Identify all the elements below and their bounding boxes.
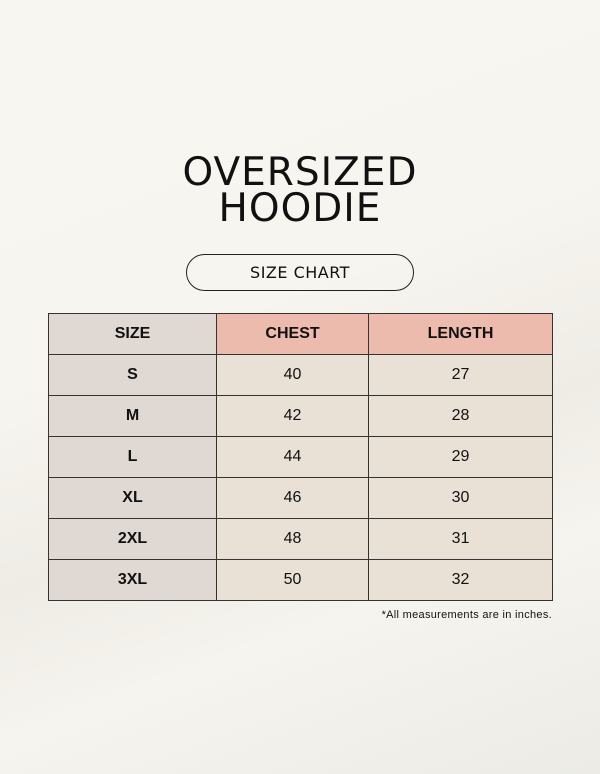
cell-chest: 40	[215, 354, 370, 396]
table-row: XL 46 30	[48, 477, 553, 519]
title-line-1: OVERSIZED	[182, 150, 418, 195]
cell-size: 2XL	[48, 518, 217, 560]
size-chart-label: SIZE CHART	[186, 254, 414, 291]
cell-size: XL	[48, 477, 217, 519]
cell-length: 29	[368, 436, 553, 478]
size-chart-table: SIZE CHEST LENGTH S 40 27 M 42 28 L 44 29 XL 46 30 2…	[48, 313, 553, 601]
cell-length: 32	[368, 559, 553, 601]
cell-chest: 48	[215, 518, 370, 560]
measurement-note: *All measurements are in inches.	[381, 609, 552, 621]
header-chest: CHEST	[215, 313, 370, 355]
table-row: M 42 28	[48, 395, 553, 437]
table-header-row: SIZE CHEST LENGTH	[48, 313, 553, 355]
page-title: OVERSIZED HOODIE	[0, 150, 600, 231]
table-row: 3XL 50 32	[48, 559, 553, 601]
table-row: L 44 29	[48, 436, 553, 478]
cell-length: 31	[368, 518, 553, 560]
header-size: SIZE	[48, 313, 217, 355]
header-length: LENGTH	[368, 313, 553, 355]
table-row: S 40 27	[48, 354, 553, 396]
cell-length: 28	[368, 395, 553, 437]
cell-length: 27	[368, 354, 553, 396]
cell-chest: 46	[215, 477, 370, 519]
cell-chest: 42	[215, 395, 370, 437]
cell-size: L	[48, 436, 217, 478]
table-row: 2XL 48 31	[48, 518, 553, 560]
cell-chest: 50	[215, 559, 370, 601]
cell-chest: 44	[215, 436, 370, 478]
title-line-2: HOODIE	[218, 186, 382, 231]
cell-size: 3XL	[48, 559, 217, 601]
cell-size: S	[48, 354, 217, 396]
cell-size: M	[48, 395, 217, 437]
cell-length: 30	[368, 477, 553, 519]
